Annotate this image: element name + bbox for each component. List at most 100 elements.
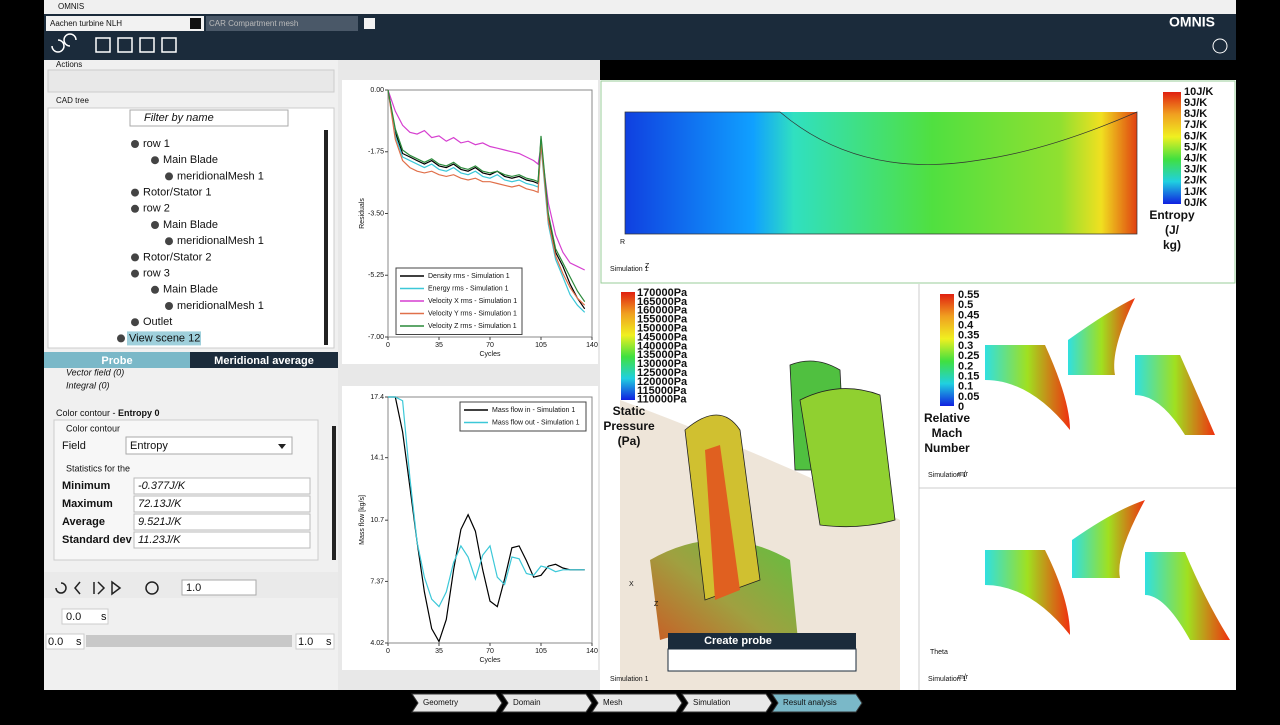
tree-icon [131,318,139,327]
legend-label: 120000Pa [637,376,688,388]
new-tab[interactable] [364,18,375,29]
tree-item: row 2 [143,203,170,215]
tree-item: Main Blade [163,154,218,166]
stat-label: Maximum [62,498,113,510]
tab-label: Probe [101,355,132,367]
tree-item: Rotor/Stator 1 [143,187,211,199]
legend-label: 1J/K [1184,186,1207,198]
tree-selected [127,331,201,346]
tree-item: Main Blade [163,284,218,296]
workflow-step[interactable] [591,693,683,713]
legend-label: 0.35 [958,330,979,342]
probe-tools[interactable] [667,648,857,672]
series-line [387,89,586,306]
y-tick-label: -3.50 [368,210,384,217]
tab[interactable] [206,16,358,31]
legend-label: 0 [958,401,964,413]
x-tick-label: 70 [486,648,494,655]
time-current: 0.0 [66,611,81,623]
y-axis-label: Residuals [359,198,366,229]
time-input[interactable] [45,633,85,650]
time-input[interactable] [61,608,109,625]
series-line [388,396,585,643]
legend-label: Velocity Y rms - Simulation 1 [428,310,517,317]
tab-active[interactable] [46,16,204,31]
workflow-step[interactable] [411,693,503,713]
x-axis-label: Cycles [479,657,501,664]
time-unit: s [326,636,332,648]
legend-label: 150000Pa [637,323,688,335]
view-caption: Simulation 1 [610,676,649,683]
workflow-label: Geometry [423,698,458,707]
colorbar [621,292,635,400]
x-tick-label: 140 [586,342,598,349]
scrollbar[interactable] [324,130,328,345]
filter-input[interactable] [129,109,289,127]
time-unit: s [101,611,107,623]
tab-label: Aachen turbine NLH [50,19,122,28]
legend-label: kg) [1163,238,1181,252]
legend-label: 7J/K [1184,119,1207,131]
time-slider[interactable] [86,635,292,647]
stat-value: 72.13J/K [138,498,182,510]
chart-frame [342,386,598,670]
workflow-label: Mesh [603,698,623,707]
axis-label: X [629,581,634,588]
x-axis-label: Cycles [479,351,501,358]
legend-label: Mass flow in - Simulation 1 [492,407,575,414]
tree-icon [117,334,125,343]
x-tick-label: 35 [435,648,443,655]
field-select[interactable] [125,436,293,455]
time-input[interactable] [295,633,335,650]
contour-line [624,111,1138,235]
tree-item: row 3 [143,268,170,280]
tree-icon [131,253,139,262]
dropdown-arrow [278,444,286,449]
workflow-label: Simulation [693,698,730,707]
charts: 0.00-1.75-3.50-5.25-7.000 35 70 105 140Cycle… [359,87,598,664]
tree-item: meridionalMesh 1 [177,300,264,312]
y-tick-label: -7.00 [368,334,384,341]
stats-table: Minimum -0.377J/K Maximum 72.13J/K Average 9.… [62,477,311,549]
tree-icon [165,302,173,310]
workflow-step[interactable] [681,693,773,713]
tree-icon [151,285,159,294]
y-tick-label: 10.7 [370,517,384,524]
window-title: OMNIS [58,2,84,11]
actions-box [47,69,335,93]
axis-label: R [620,239,625,246]
tree-item: Rotor/Stator 2 [143,251,211,263]
series-line [387,89,586,313]
colorbar [940,294,954,406]
y-tick-label: 17.4 [370,394,384,401]
stat-value: 9.521J/K [138,516,182,528]
x-tick-label: 105 [535,648,547,655]
playback-icons[interactable] [55,580,159,596]
legend-label: 0.25 [958,350,979,362]
toolbar-icons[interactable] [51,33,177,53]
y-tick-label: 14.1 [370,455,384,462]
legend-label: 0.05 [958,391,979,403]
tab-probe[interactable] [44,352,190,368]
tab-meridional[interactable] [190,352,338,368]
axis-label: m/r [958,471,969,478]
legend-label: 0.4 [958,320,974,332]
legend-label: 170000Pa [637,287,688,299]
view-caption: Simulation 1 [928,472,967,479]
legend-label: 130000Pa [637,358,688,370]
time-start: 0.0 [48,636,63,648]
workflow-step[interactable] [501,693,593,713]
tab-close[interactable] [190,18,201,29]
scrollbar[interactable] [332,426,336,560]
contour-prefix: Color contour - [56,408,118,418]
x-tick-label: 35 [435,342,443,349]
workflow-step[interactable] [771,693,863,713]
x-tick-label: 0 [386,342,390,349]
legend-label: 110000Pa [637,394,687,406]
tree-icon [165,172,173,181]
legend-label: 0.15 [958,371,979,383]
help-icon[interactable] [1212,38,1228,54]
legend-label: 165000Pa [637,296,688,308]
speed-input[interactable] [181,579,257,596]
tree-list: row 1 Main Blade meridionalMesh 1 Rotor/Sta… [117,138,264,346]
